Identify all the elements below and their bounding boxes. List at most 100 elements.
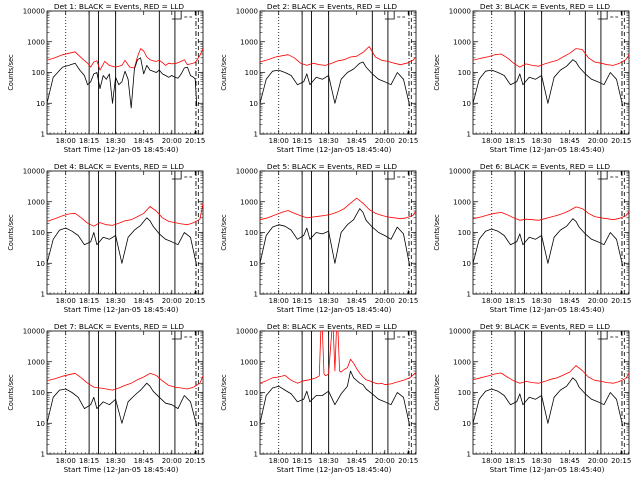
series-line-lld (472, 365, 630, 384)
y-tick-label: 100 (458, 69, 471, 77)
x-tick-label: 18:45 (347, 457, 367, 465)
y-tick-label: 100 (458, 229, 471, 237)
y-tick-label: 10000 (236, 168, 258, 176)
x-tick-label: 20:15 (611, 297, 631, 305)
y-tick-label: 1 (41, 451, 45, 459)
y-tick-label: 1 (467, 131, 471, 139)
interval-bracket (597, 11, 608, 20)
x-tick-label: 18:00 (56, 297, 76, 305)
plot-frame (46, 170, 204, 295)
y-tick-label: 1 (41, 291, 45, 299)
x-axis-label: Start Time (12-Jan-05 18:45:40) (490, 305, 605, 314)
plot-frame (259, 10, 417, 135)
y-axis-label: Counts/sec (433, 214, 441, 251)
interval-bracket (171, 171, 182, 180)
x-axis-label: Start Time (12-Jan-05 18:45:40) (277, 145, 392, 154)
x-tick-label: 20:15 (185, 457, 205, 465)
series-line-lld (472, 48, 630, 68)
plot-frame (259, 170, 417, 295)
y-tick-label: 10000 (449, 8, 471, 16)
y-tick-label: 1000 (27, 38, 45, 46)
y-tick-label: 10 (462, 260, 471, 268)
x-tick-label: 18:15 (292, 137, 312, 145)
y-tick-label: 10 (36, 100, 45, 108)
y-axis-label: Counts/sec (220, 54, 228, 91)
y-tick-label: 10 (249, 420, 258, 428)
x-tick-label: 18:45 (347, 137, 367, 145)
series-line-lld (259, 197, 417, 221)
x-tick-label: 20:00 (588, 457, 608, 465)
x-tick-label: 18:30 (532, 297, 552, 305)
detector-panel-3: Det 3: BLACK = Events, RED = LLD 1 10 100 10… (426, 0, 639, 160)
interval-bracket (384, 171, 395, 180)
x-tick-label: 18:00 (269, 457, 289, 465)
interval-bracket (597, 171, 608, 180)
x-tick-label: 18:45 (134, 297, 154, 305)
series-line-events (472, 377, 624, 427)
detector-chart-4: Det 4: BLACK = Events, RED = LLD 1 10 100 10… (7, 162, 205, 314)
plot-frame (472, 170, 630, 295)
x-tick-label: 18:00 (482, 137, 502, 145)
x-tick-label: 18:30 (106, 137, 126, 145)
y-tick-label: 1000 (27, 198, 45, 206)
y-axis-label: Counts/sec (220, 214, 228, 251)
chart-title: Det 8: BLACK = Events, RED = LLD (267, 322, 398, 331)
series-line-lld (46, 203, 204, 227)
y-tick-label: 100 (245, 69, 258, 77)
y-tick-label: 1 (254, 131, 258, 139)
series-line-events (259, 208, 411, 267)
x-tick-label: 20:15 (185, 137, 205, 145)
plot-frame (472, 10, 630, 135)
x-tick-label: 20:00 (588, 297, 608, 305)
series-line-events (259, 370, 411, 427)
y-tick-label: 100 (32, 69, 45, 77)
x-tick-label: 20:00 (375, 137, 395, 145)
y-tick-label: 10000 (236, 8, 258, 16)
x-tick-label: 18:30 (532, 457, 552, 465)
x-tick-label: 18:45 (560, 457, 580, 465)
y-tick-label: 10 (462, 420, 471, 428)
chart-title: Det 1: BLACK = Events, RED = LLD (54, 2, 185, 11)
x-axis-label: Start Time (12-Jan-05 18:45:40) (64, 465, 179, 474)
x-tick-label: 18:00 (269, 297, 289, 305)
detector-chart-5: Det 5: BLACK = Events, RED = LLD 1 10 100 10… (220, 162, 418, 314)
x-tick-label: 20:00 (588, 137, 608, 145)
x-tick-label: 18:00 (482, 297, 502, 305)
y-tick-label: 10000 (23, 168, 45, 176)
x-tick-label: 18:30 (319, 457, 339, 465)
detector-chart-3: Det 3: BLACK = Events, RED = LLD 1 10 100 10… (433, 2, 631, 154)
y-tick-label: 10000 (23, 8, 45, 16)
interval-bracket (171, 11, 182, 20)
chart-title: Det 4: BLACK = Events, RED = LLD (54, 162, 185, 171)
x-tick-label: 18:15 (292, 297, 312, 305)
x-tick-label: 20:15 (398, 297, 418, 305)
x-tick-label: 18:45 (560, 137, 580, 145)
y-tick-label: 10 (36, 420, 45, 428)
detector-chart-8: Det 8: BLACK = Events, RED = LLD 1 10 100 10… (220, 322, 418, 474)
x-tick-label: 18:30 (319, 297, 339, 305)
detector-panel-9: Det 9: BLACK = Events, RED = LLD 1 10 100 10… (426, 320, 639, 480)
plot-frame (472, 330, 630, 455)
detector-panel-7: Det 7: BLACK = Events, RED = LLD 1 10 100 10… (0, 320, 213, 480)
interval-bracket (384, 11, 395, 20)
y-tick-label: 1 (467, 451, 471, 459)
y-axis-label: Counts/sec (220, 374, 228, 411)
y-tick-label: 1 (467, 291, 471, 299)
x-tick-label: 18:45 (134, 457, 154, 465)
x-tick-label: 18:00 (482, 457, 502, 465)
x-tick-label: 20:15 (398, 457, 418, 465)
x-tick-label: 20:00 (375, 457, 395, 465)
x-axis-label: Start Time (12-Jan-05 18:45:40) (490, 465, 605, 474)
x-tick-label: 18:00 (269, 137, 289, 145)
x-tick-label: 18:15 (292, 457, 312, 465)
interval-bracket (384, 331, 395, 340)
y-tick-label: 10000 (449, 328, 471, 336)
x-tick-label: 20:15 (611, 137, 631, 145)
y-tick-label: 10 (249, 260, 258, 268)
detector-panel-2: Det 2: BLACK = Events, RED = LLD 1 10 100 10… (213, 0, 426, 160)
chart-title: Det 5: BLACK = Events, RED = LLD (267, 162, 398, 171)
series-line-lld (46, 372, 204, 391)
x-axis-label: Start Time (12-Jan-05 18:45:40) (64, 145, 179, 154)
y-axis-label: Counts/sec (7, 214, 15, 251)
